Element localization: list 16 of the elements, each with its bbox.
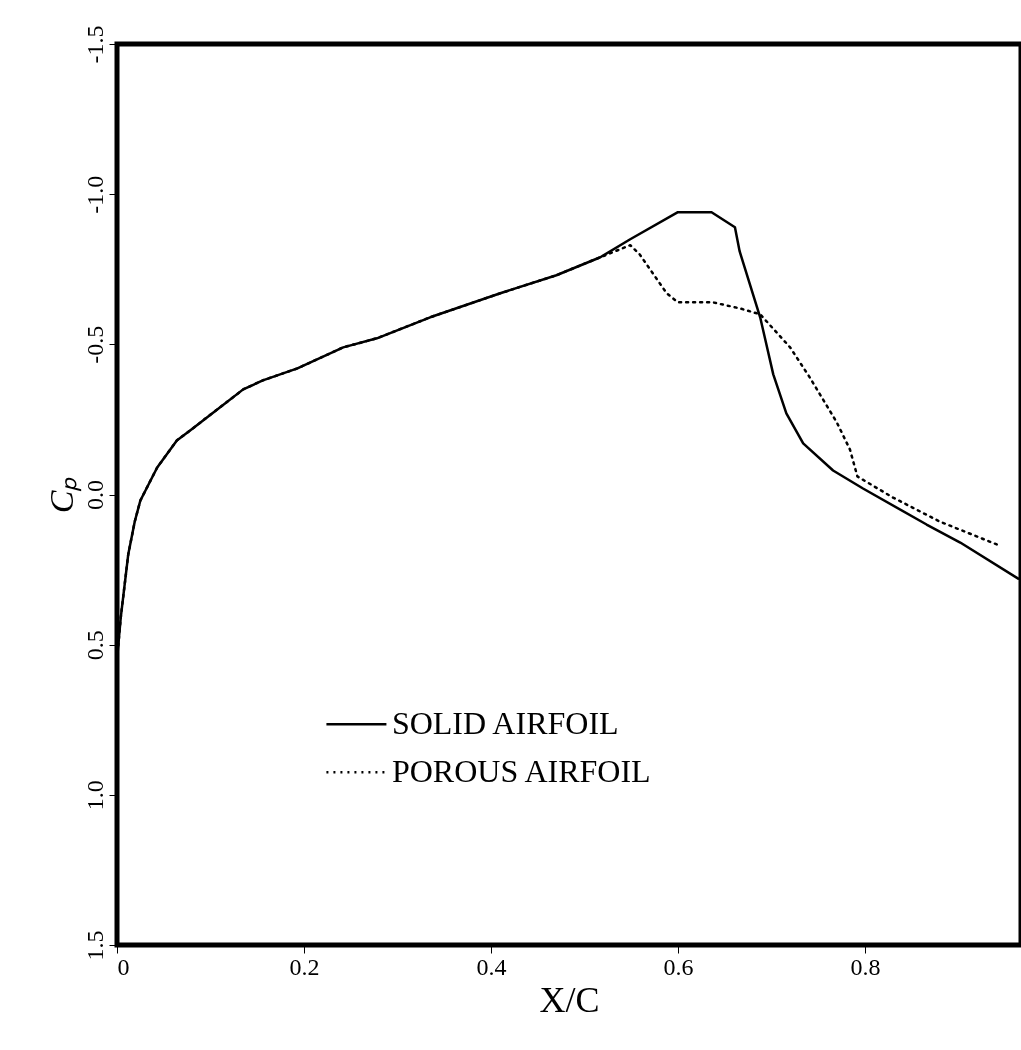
x-tick-label: 0.4 <box>476 953 507 980</box>
x-tick-label: 0 <box>117 953 130 980</box>
y-tick-label: -0.5 <box>81 325 108 364</box>
x-tick-label: 0.2 <box>289 953 320 980</box>
y-tick-label: 1.0 <box>81 780 108 811</box>
x-tick-label: 0.6 <box>663 953 694 980</box>
x-tick-label: 0.8 <box>850 953 881 980</box>
x-axis-title: X/C <box>539 979 600 1020</box>
y-tick-label: 0.0 <box>81 480 108 510</box>
y-tick-label: -1.0 <box>81 175 108 214</box>
y-axis-title: Cₚ <box>42 476 82 514</box>
y-tick-label: 0.5 <box>81 630 108 661</box>
y-tick-label: 1.5 <box>81 930 108 961</box>
legend-label: POROUS AIRFOIL <box>391 753 651 790</box>
y-tick-label: -1.5 <box>81 25 108 64</box>
legend-label: SOLID AIRFOIL <box>391 705 619 742</box>
